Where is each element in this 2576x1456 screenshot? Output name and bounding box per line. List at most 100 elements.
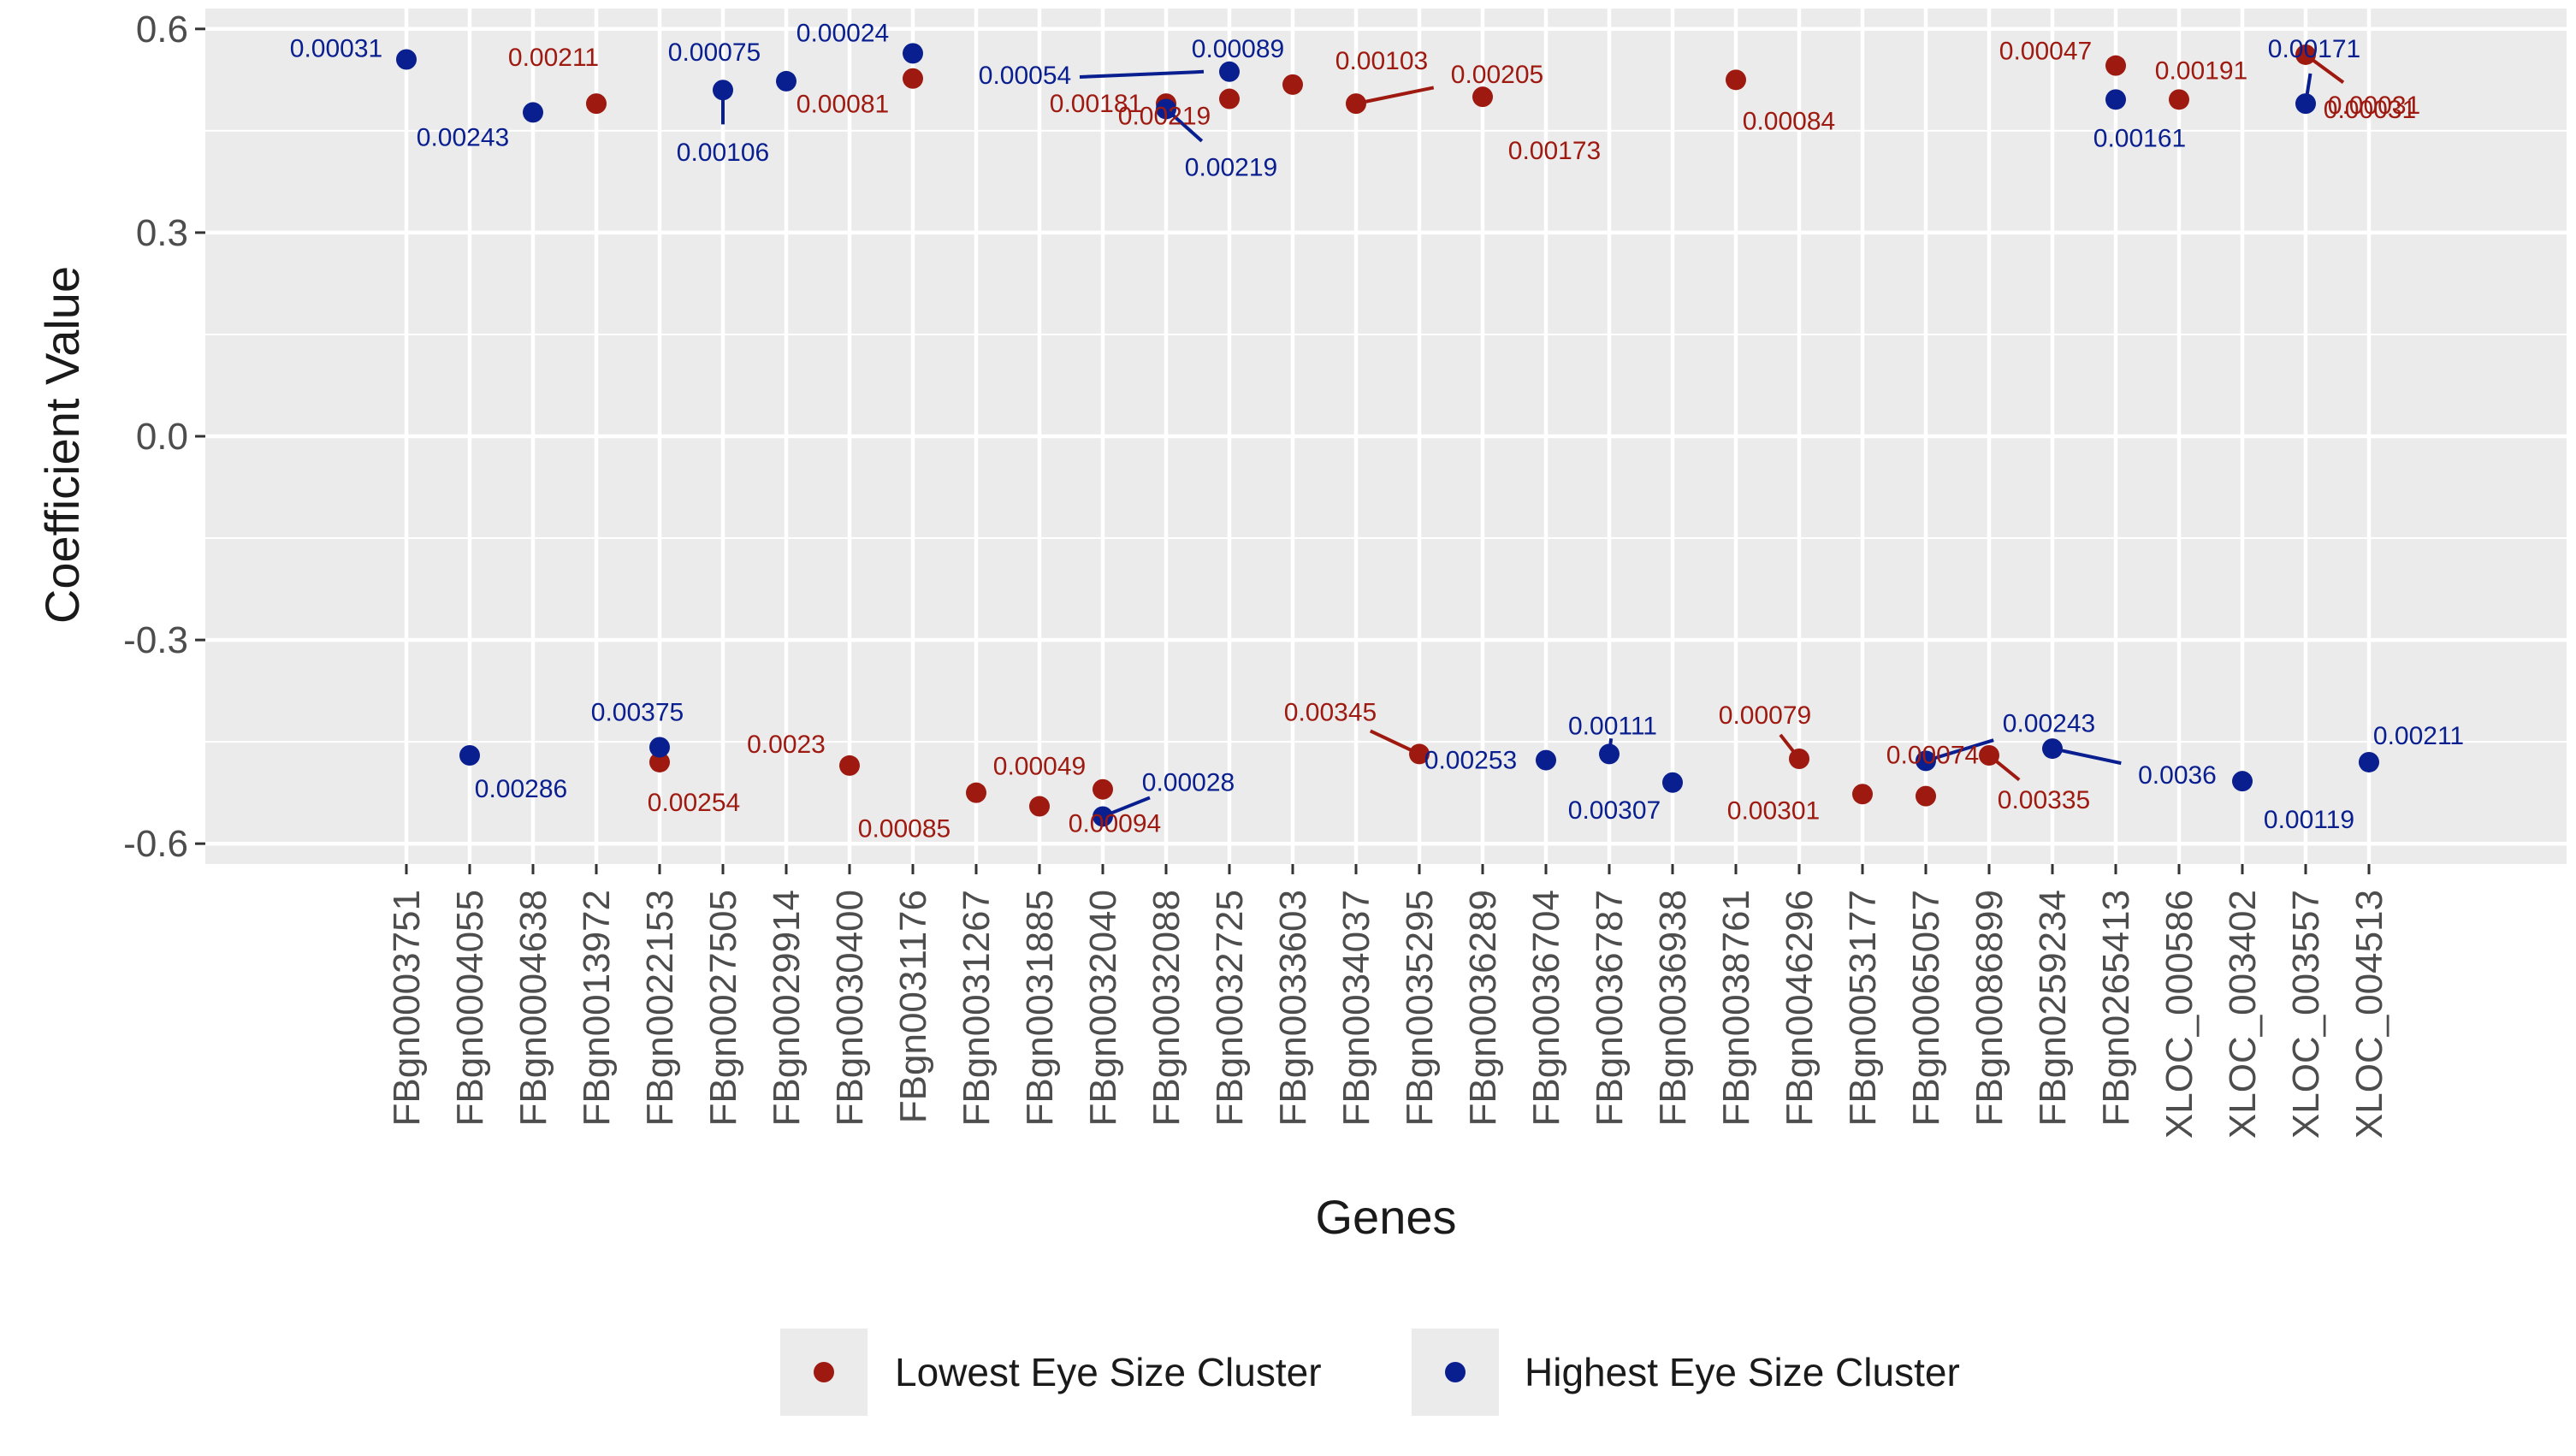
legend: Lowest Eye Size Cluster Highest Eye Size… [780,1329,1960,1416]
x-tick-label: FBgn0065057 [1905,890,1947,1126]
point-high-FBgn0036704 [1536,749,1556,771]
point-label-low-FBgn0032088: 0.00181 [1050,90,1142,118]
point-low-FBgn0034037 [1346,93,1366,115]
point-label-low-FBgn0031267: 0.00085 [858,815,950,843]
x-tick-label: FBgn0004055 [449,890,491,1126]
point-label-low-FBgn0036289: 0.00173 [1508,137,1601,165]
point-high-FBgn0029914 [776,70,796,92]
x-tick-label: XLOC_003402 [2222,890,2264,1139]
x-tick-label: FBgn0046296 [1779,890,1821,1126]
point-label-low-FBgn0013972: 0.00211 [508,44,599,72]
point-label-high-FBgn0003751: 0.00031 [290,35,382,63]
x-tick-label: FBgn0032040 [1082,890,1124,1126]
point-label-low-FBgn0032725: 0.00219 [1118,103,1211,131]
y-tick-label: -0.3 [123,619,188,661]
point-label-high-FBgn0032088: 0.00219 [1185,153,1277,181]
point-label-high-FBgn0065057: 0.00243 [2003,709,2095,737]
x-tick-label: FBgn0013972 [576,890,618,1126]
point-low-FBgn0030400 [839,755,860,776]
annotation-label: 0.00031 [2324,96,2416,124]
point-label-low-FBgn0065057: 0.00074 [1886,742,1979,770]
point-low-FBgn0031267 [966,782,986,803]
x-tick-label: FBgn0003751 [386,890,428,1126]
point-low-FBgn0031176 [903,68,923,89]
point-low-FBgn0086899 [1979,745,1999,766]
point-label-low-FBgn0032040: 0.00094 [1069,810,1161,838]
grid-minor [205,129,2567,743]
point-label-high-FBgn0032725: 0.00089 [1192,35,1284,63]
point-label-low-FBgn0031176: 0.00081 [796,91,889,119]
point-label-high-XLOC_003402: 0.00119 [2264,806,2354,834]
leader-line-high [1079,69,1205,79]
data-points [396,43,2379,827]
point-high-FBgn0027505 [713,80,733,101]
point-high-FBgn0265413 [2105,89,2126,110]
point-label-high-FBgn0031176: 0.00024 [796,19,889,47]
point-low-FBgn0035295 [1409,743,1430,765]
point-low-FBgn0033603 [1282,74,1303,95]
point-high-FBgn0032040 [1093,806,1113,827]
x-tick-label: FBgn0030400 [829,890,871,1126]
x-tick-label: FBgn0031885 [1019,890,1061,1126]
x-tick-label: FBgn0038761 [1715,890,1757,1126]
point-label-low-FBgn0033603: 0.00103 [1335,47,1428,75]
point-label-low-XLOC_003557: 0.00031 [2328,92,2420,120]
point-label-high-FBgn0265413: 0.00161 [2093,124,2186,152]
point-high-FBgn0004638 [523,102,543,123]
point-label-low-FBgn0030400: 0.0023 [747,731,826,759]
point-label-high-FBgn0022153: 0.00375 [591,698,684,726]
point-label-low-FBgn0034037: 0.00205 [1451,61,1543,89]
x-tick-label: FBgn0086899 [1969,890,2010,1126]
point-low-XLOC_000586 [2169,89,2189,110]
x-tick-label: FBgn0053177 [1842,890,1884,1126]
legend-marker-low [814,1362,834,1382]
x-axis: FBgn0003751 FBgn0004055 FBgn0004638 FBgn001… [386,864,2390,1139]
leader-line-high [2052,747,2122,766]
point-low-FBgn0265413 [2105,55,2126,76]
point-high-FBgn0032725 [1219,61,1240,82]
x-tick-label: XLOC_000586 [2159,890,2200,1139]
legend-label-high: Highest Eye Size Cluster [1525,1350,1960,1394]
leader-line-low [1355,86,1435,106]
y-tick-label: 0.3 [136,212,188,254]
point-label-low-FBgn0086899: 0.00335 [1998,786,2090,814]
point-high-FBgn0003751 [396,49,417,70]
point-label-low-FBgn0022153: 0.00254 [648,789,740,817]
point-high-FBgn0065057 [1916,750,1936,772]
x-tick-label: FBgn0036787 [1589,890,1631,1126]
point-label-low-FBgn0053177: 0.00301 [1727,796,1820,825]
point-label-low-XLOC_000586: 0.00191 [2155,56,2247,85]
point-label-high-FBgn0032040: 0.00028 [1142,768,1235,796]
point-high-FBgn0036787 [1599,743,1620,765]
point-high-XLOC_004513 [2359,751,2379,772]
point-label-high-FBgn0036704: 0.00253 [1424,747,1517,775]
x-tick-label: FBgn0022153 [639,890,681,1126]
x-tick-label: XLOC_004513 [2348,890,2390,1139]
point-label-high-FBgn0029914: 0.00075 [668,38,761,67]
x-tick-label: FBgn0031267 [956,890,998,1126]
point-low-FBgn0022153 [649,751,670,772]
point-low-FBgn0036289 [1472,86,1493,108]
y-tick-label: 0.0 [136,416,188,458]
x-tick-label: FBgn0032088 [1146,890,1187,1126]
point-low-FBgn0065057 [1916,785,1936,807]
point-high-XLOC_003402 [2232,771,2253,792]
point-high-FBgn0004055 [459,745,480,766]
x-tick-label: FBgn0004638 [512,890,554,1126]
x-tick-label: FBgn0259234 [2032,890,2074,1126]
x-tick-label: FBgn0036938 [1652,890,1694,1126]
x-tick-label: FBgn0035295 [1399,890,1441,1126]
point-high-FBgn0259234 [2042,738,2063,760]
point-high-FBgn0036938 [1662,772,1683,793]
point-label-high-FBgn0036787: 0.00111 [1568,712,1657,740]
annotation-label: 0.00054 [979,62,1071,90]
point-label-low-FBgn0046296: 0.00079 [1719,701,1811,730]
point-label-low-FBgn0265413: 0.00047 [1999,38,2092,66]
point-high-FBgn0032088 [1156,98,1176,120]
point-label-high-FBgn0004055: 0.00286 [475,775,567,803]
x-tick-label: XLOC_003557 [2285,890,2327,1139]
grid-major [205,9,2567,864]
point-label-high-FBgn0259234: 0.0036 [2138,761,2217,790]
x-tick-label: FBgn0031176 [892,890,934,1123]
x-tick-label: FBgn0032725 [1209,890,1251,1126]
